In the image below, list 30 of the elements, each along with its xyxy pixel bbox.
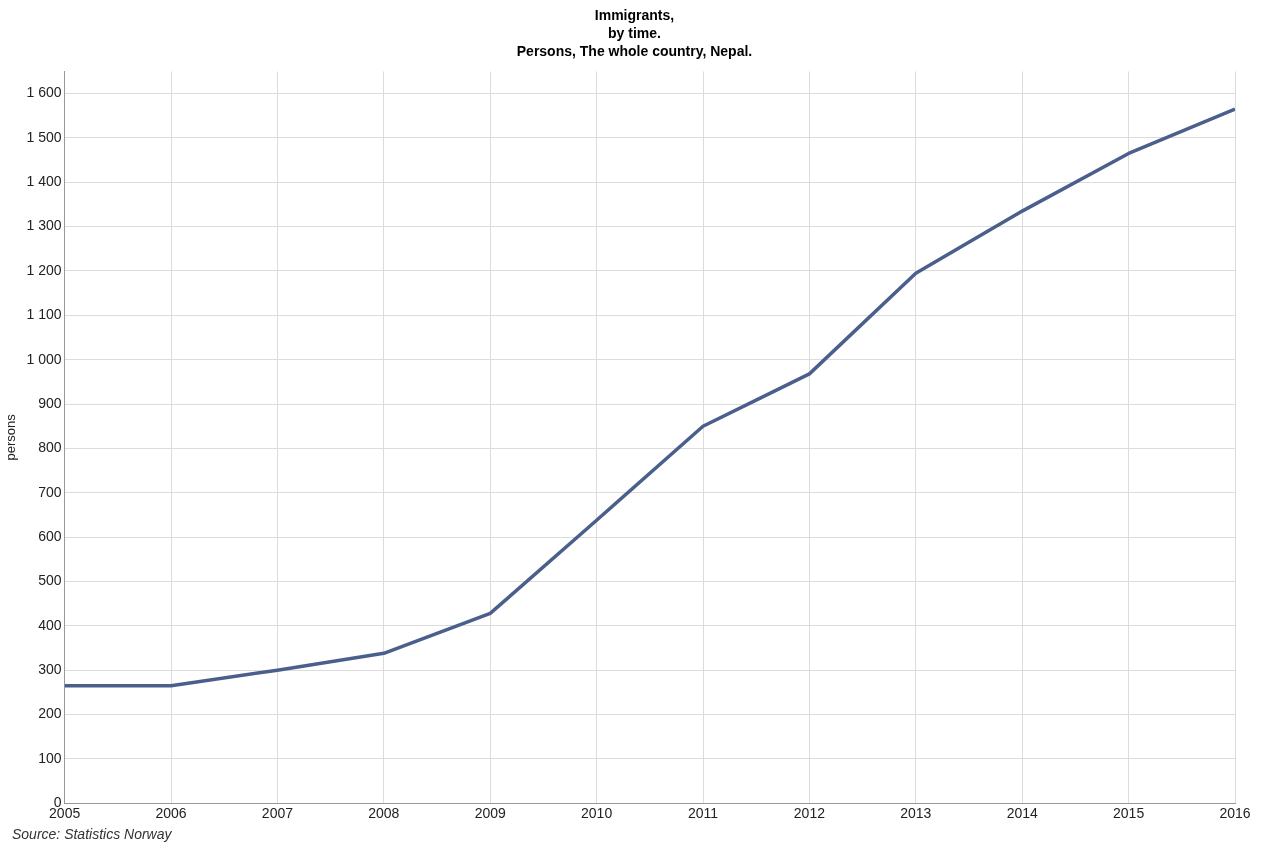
x-tick-label: 2007 <box>261 805 294 822</box>
x-tick-label: 2008 <box>368 805 400 822</box>
x-tick-label: 2006 <box>155 805 187 822</box>
x-tick-label: 2016 <box>1219 805 1251 822</box>
x-tick-label: 2014 <box>1006 805 1038 822</box>
x-tick-label: 2013 <box>900 805 932 822</box>
y-tick-label: 1 500 <box>26 128 62 145</box>
x-tick-label: 2011 <box>687 805 719 822</box>
y-tick-label: 400 <box>38 616 62 633</box>
y-tick-label: 500 <box>38 572 62 589</box>
y-tick-label: 800 <box>38 439 62 456</box>
y-tick-label: 1 300 <box>26 217 62 234</box>
x-tick-label: 2009 <box>474 805 506 822</box>
y-tick-label: 1 400 <box>26 173 62 190</box>
y-tick-label: 600 <box>38 527 62 544</box>
y-tick-label: 700 <box>38 483 62 500</box>
y-tick-label: 1 100 <box>26 306 62 323</box>
y-tick-label: 200 <box>38 705 62 722</box>
x-tick-label: 2010 <box>581 805 613 822</box>
x-tick-label: 2012 <box>793 805 826 822</box>
y-tick-label: 1 600 <box>26 84 62 101</box>
chart-title: Immigrants, by time. Persons, The whole country, Nepal. <box>515 6 754 60</box>
y-tick-label: 1 200 <box>26 261 62 278</box>
source-note: Source: Statistics Norway <box>12 826 172 842</box>
x-tick-label: 2015 <box>1113 805 1145 822</box>
y-tick-label: 300 <box>38 661 62 677</box>
y-tick-label: 1 000 <box>26 350 62 367</box>
y-tick-label: 900 <box>38 394 62 411</box>
y-axis-title: persons <box>3 413 19 461</box>
y-tick-label: 100 <box>38 749 62 766</box>
